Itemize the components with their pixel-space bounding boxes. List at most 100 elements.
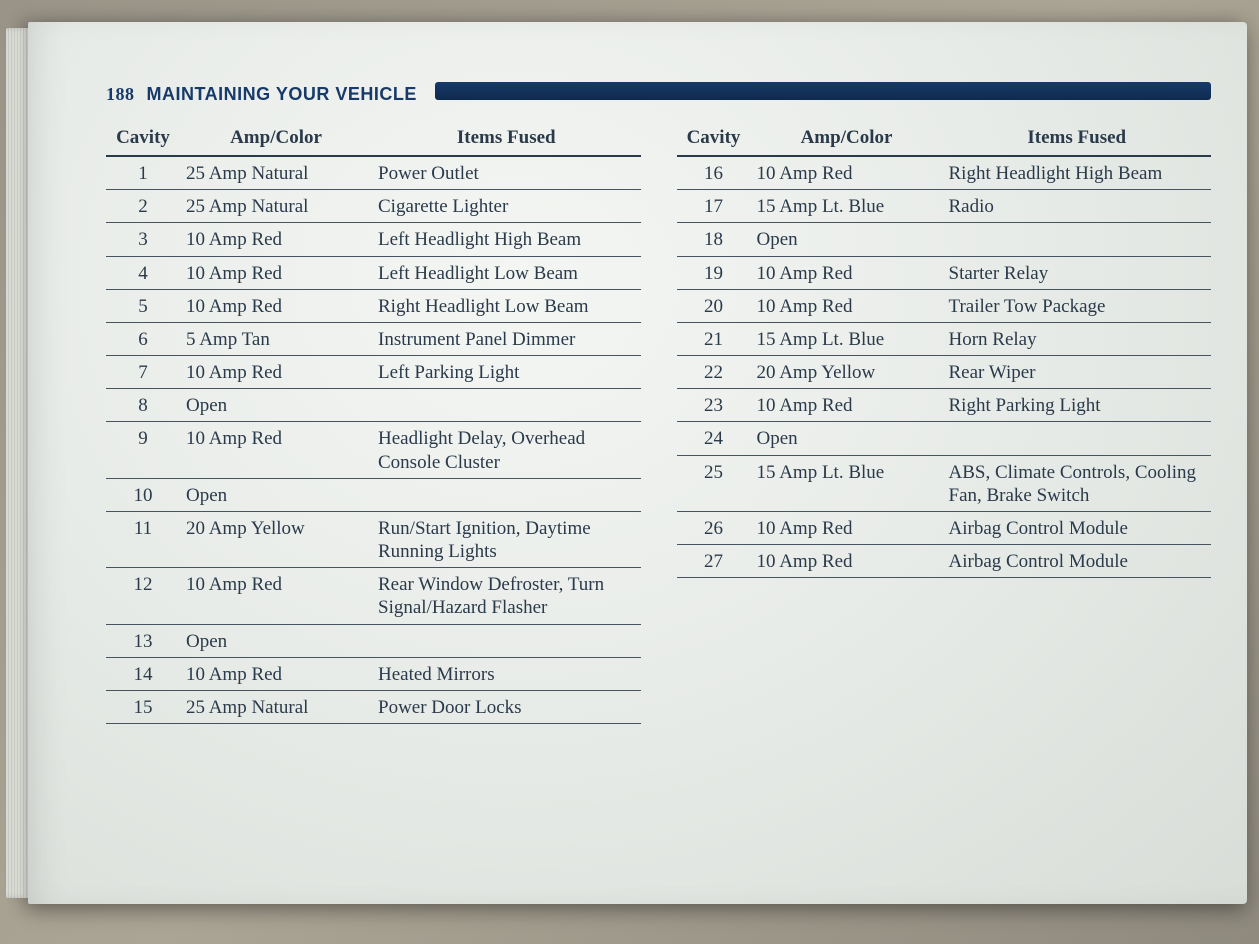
cell-cavity: 10	[106, 478, 180, 511]
table-row: 2010 Amp RedTrailer Tow Package	[677, 289, 1212, 322]
fuse-table-left: Cavity Amp/Color Items Fused 125 Amp Nat…	[106, 123, 641, 724]
table-row: 1610 Amp RedRight Headlight High Beam	[677, 156, 1212, 190]
table-row: 1715 Amp Lt. BlueRadio	[677, 190, 1212, 223]
cell-amp-color: 10 Amp Red	[751, 389, 943, 422]
table-row: 2115 Amp Lt. BlueHorn Relay	[677, 322, 1212, 355]
cell-cavity: 17	[677, 190, 751, 223]
col-header-amp: Amp/Color	[751, 123, 943, 156]
cell-cavity: 7	[106, 356, 180, 389]
cell-cavity: 6	[106, 322, 180, 355]
cell-amp-color: 5 Amp Tan	[180, 322, 372, 355]
cell-cavity: 12	[106, 568, 180, 624]
cell-cavity: 2	[106, 190, 180, 223]
cell-items-fused: Power Door Locks	[372, 690, 641, 723]
cell-amp-color: 10 Amp Red	[180, 657, 372, 690]
cell-items-fused: Left Parking Light	[372, 356, 641, 389]
col-header-items: Items Fused	[372, 123, 641, 156]
cell-cavity: 4	[106, 256, 180, 289]
cell-items-fused: Airbag Control Module	[943, 545, 1212, 578]
cell-items-fused: Radio	[943, 190, 1212, 223]
table-row: 225 Amp NaturalCigarette Lighter	[106, 190, 641, 223]
cell-amp-color: 15 Amp Lt. Blue	[751, 322, 943, 355]
table-row: 2610 Amp RedAirbag Control Module	[677, 511, 1212, 544]
cell-items-fused	[943, 223, 1212, 256]
cell-amp-color: 25 Amp Natural	[180, 190, 372, 223]
cell-amp-color: 25 Amp Natural	[180, 156, 372, 190]
cell-amp-color: 10 Amp Red	[180, 289, 372, 322]
cell-amp-color: 10 Amp Red	[751, 545, 943, 578]
manual-page: 188 MAINTAINING YOUR VEHICLE Cavity Amp/…	[28, 22, 1247, 904]
table-row: 2310 Amp RedRight Parking Light	[677, 389, 1212, 422]
cell-items-fused	[372, 478, 641, 511]
table-row: 2710 Amp RedAirbag Control Module	[677, 545, 1212, 578]
cell-cavity: 1	[106, 156, 180, 190]
cell-cavity: 13	[106, 624, 180, 657]
cell-cavity: 22	[677, 356, 751, 389]
cell-items-fused: Starter Relay	[943, 256, 1212, 289]
table-row: 2220 Amp YellowRear Wiper	[677, 356, 1212, 389]
cell-items-fused: Right Parking Light	[943, 389, 1212, 422]
cell-cavity: 19	[677, 256, 751, 289]
cell-amp-color: Open	[180, 389, 372, 422]
table-row: 65 Amp TanInstrument Panel Dimmer	[106, 322, 641, 355]
cell-cavity: 20	[677, 289, 751, 322]
right-column: Cavity Amp/Color Items Fused 1610 Amp Re…	[677, 123, 1212, 578]
cell-items-fused: Trailer Tow Package	[943, 289, 1212, 322]
table-row: 910 Amp RedHeadlight Delay, Overhead Con…	[106, 422, 641, 478]
cell-cavity: 14	[106, 657, 180, 690]
cell-amp-color: Open	[180, 478, 372, 511]
cell-cavity: 25	[677, 455, 751, 511]
cell-cavity: 15	[106, 690, 180, 723]
table-row: 510 Amp RedRight Headlight Low Beam	[106, 289, 641, 322]
cell-amp-color: 20 Amp Yellow	[751, 356, 943, 389]
cell-items-fused: Left Headlight High Beam	[372, 223, 641, 256]
cell-items-fused: Power Outlet	[372, 156, 641, 190]
cell-amp-color: Open	[180, 624, 372, 657]
table-header-row: Cavity Amp/Color Items Fused	[677, 123, 1212, 156]
cell-items-fused: Left Headlight Low Beam	[372, 256, 641, 289]
page-number: 188	[106, 84, 135, 105]
cell-cavity: 8	[106, 389, 180, 422]
cell-cavity: 5	[106, 289, 180, 322]
left-column: Cavity Amp/Color Items Fused 125 Amp Nat…	[106, 123, 641, 724]
table-row: 310 Amp RedLeft Headlight High Beam	[106, 223, 641, 256]
cell-amp-color: Open	[751, 422, 943, 455]
page-header: 188 MAINTAINING YOUR VEHICLE	[106, 82, 1211, 105]
cell-amp-color: 10 Amp Red	[180, 568, 372, 624]
cell-items-fused: Horn Relay	[943, 322, 1212, 355]
col-header-amp: Amp/Color	[180, 123, 372, 156]
cell-cavity: 27	[677, 545, 751, 578]
cell-items-fused: Rear Wiper	[943, 356, 1212, 389]
cell-cavity: 21	[677, 322, 751, 355]
col-header-items: Items Fused	[943, 123, 1212, 156]
cell-cavity: 24	[677, 422, 751, 455]
cell-amp-color: 25 Amp Natural	[180, 690, 372, 723]
cell-amp-color: 10 Amp Red	[180, 223, 372, 256]
col-header-cavity: Cavity	[677, 123, 751, 156]
cell-items-fused: Cigarette Lighter	[372, 190, 641, 223]
cell-amp-color: 20 Amp Yellow	[180, 511, 372, 567]
cell-cavity: 18	[677, 223, 751, 256]
cell-amp-color: 10 Amp Red	[751, 511, 943, 544]
cell-items-fused: Heated Mirrors	[372, 657, 641, 690]
cell-amp-color: 15 Amp Lt. Blue	[751, 455, 943, 511]
header-rule	[435, 82, 1211, 100]
cell-cavity: 23	[677, 389, 751, 422]
table-row: 18Open	[677, 223, 1212, 256]
cell-cavity: 3	[106, 223, 180, 256]
table-row: 24Open	[677, 422, 1212, 455]
table-row: 1120 Amp YellowRun/Start Ignition, Dayti…	[106, 511, 641, 567]
table-row: 1525 Amp NaturalPower Door Locks	[106, 690, 641, 723]
cell-items-fused: Headlight Delay, Overhead Console Cluste…	[372, 422, 641, 478]
cell-amp-color: 10 Amp Red	[751, 156, 943, 190]
cell-cavity: 9	[106, 422, 180, 478]
cell-amp-color: 10 Amp Red	[180, 256, 372, 289]
cell-items-fused: Instrument Panel Dimmer	[372, 322, 641, 355]
table-row: 8Open	[106, 389, 641, 422]
table-header-row: Cavity Amp/Color Items Fused	[106, 123, 641, 156]
cell-cavity: 11	[106, 511, 180, 567]
table-row: 10Open	[106, 478, 641, 511]
cell-items-fused: ABS, Climate Controls, Cooling Fan, Brak…	[943, 455, 1212, 511]
table-row: 710 Amp RedLeft Parking Light	[106, 356, 641, 389]
two-column-layout: Cavity Amp/Color Items Fused 125 Amp Nat…	[106, 123, 1211, 724]
